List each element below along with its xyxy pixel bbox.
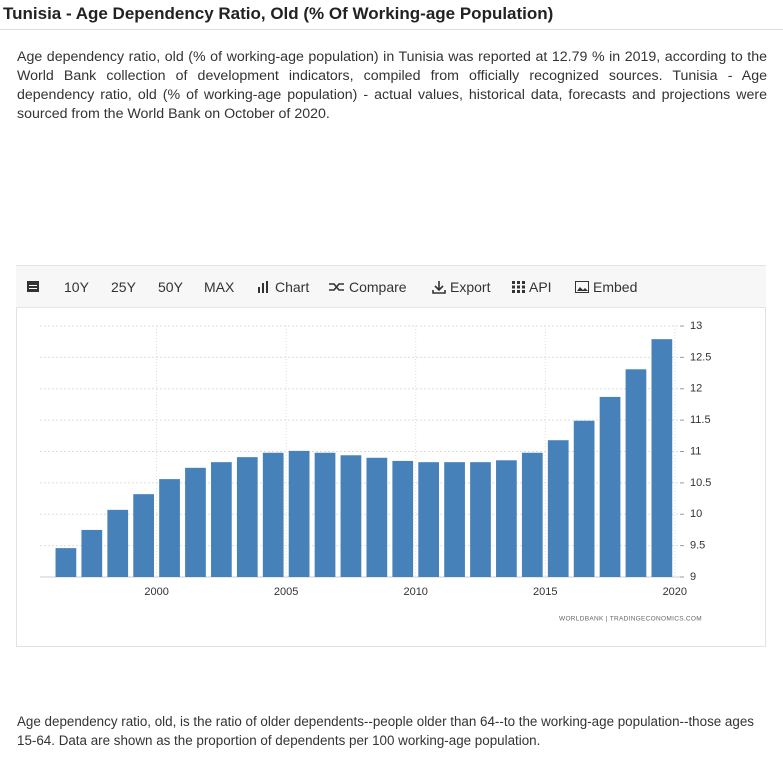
chart-button[interactable]: Chart (258, 279, 309, 295)
y-tick-label: 9.5 (690, 540, 705, 552)
export-button[interactable]: Export (432, 279, 490, 295)
bar (133, 494, 155, 577)
bar (625, 369, 647, 577)
bar (573, 420, 595, 577)
bar (107, 509, 129, 577)
bar (599, 396, 621, 577)
x-tick-label: 2020 (663, 586, 687, 598)
y-tick-label: 10 (690, 508, 702, 520)
chart-box (16, 265, 766, 647)
export-icon (432, 280, 446, 294)
embed-label: Embed (593, 279, 638, 295)
bar (81, 529, 103, 577)
bar (262, 452, 284, 577)
api-label: API (529, 279, 552, 295)
calendar-icon[interactable] (26, 279, 40, 293)
x-tick-label: 2015 (533, 586, 557, 598)
bar (288, 450, 310, 577)
bar (314, 452, 336, 577)
bar (521, 452, 543, 577)
toolbar: 10Y 25Y 50Y MAX Chart Compare Export API… (16, 266, 766, 308)
bar (547, 440, 569, 577)
chart-label: Chart (275, 279, 310, 295)
api-button[interactable]: API (512, 279, 552, 295)
bar (340, 455, 362, 577)
embed-button[interactable]: Embed (575, 279, 637, 295)
bar (496, 460, 517, 577)
compare-label: Compare (349, 279, 407, 295)
y-tick-label: 9 (690, 571, 696, 583)
bar (418, 462, 440, 577)
credit: WORLDBANK | TRADINGECONOMICS.COM (559, 616, 702, 623)
compare-icon (329, 283, 344, 291)
y-tick-label: 12.5 (690, 351, 711, 363)
bar (159, 479, 180, 577)
bar (366, 457, 388, 577)
y-tick-label: 11 (690, 445, 701, 457)
y-tick-label: 10.5 (690, 477, 711, 489)
bar (651, 339, 673, 577)
range-50y[interactable]: 50Y (158, 279, 183, 295)
footer-text: Age dependency ratio, old, is the ratio … (17, 714, 754, 748)
bar (185, 467, 206, 577)
bar (236, 457, 258, 577)
y-tick-label: 12 (690, 383, 702, 395)
embed-icon (575, 281, 589, 293)
range-25y[interactable]: 25Y (111, 279, 136, 295)
y-tick-label: 13 (690, 320, 702, 332)
bar (392, 460, 414, 577)
intro-text: Age dependency ratio, old (% of working-… (17, 49, 767, 122)
bar (444, 462, 465, 577)
x-tick-label: 2000 (144, 586, 168, 598)
range-max[interactable]: MAX (204, 279, 235, 295)
bar (211, 462, 232, 577)
bar (55, 548, 77, 577)
bar (470, 462, 491, 577)
x-tick-label: 2005 (274, 586, 298, 598)
api-icon (512, 281, 525, 293)
compare-button[interactable]: Compare (329, 279, 407, 295)
chart-icon (258, 281, 268, 293)
x-tick-label: 2010 (403, 586, 427, 598)
chart: 9 9.5 10 10.5 11 11.5 12 12.5 13 2000 2005 2010 2015… (40, 320, 711, 623)
page-title: Tunisia - Age Dependency Ratio, Old (% O… (0, 0, 783, 30)
export-label: Export (450, 279, 491, 295)
range-10y[interactable]: 10Y (64, 279, 89, 295)
y-tick-label: 11.5 (690, 414, 711, 426)
